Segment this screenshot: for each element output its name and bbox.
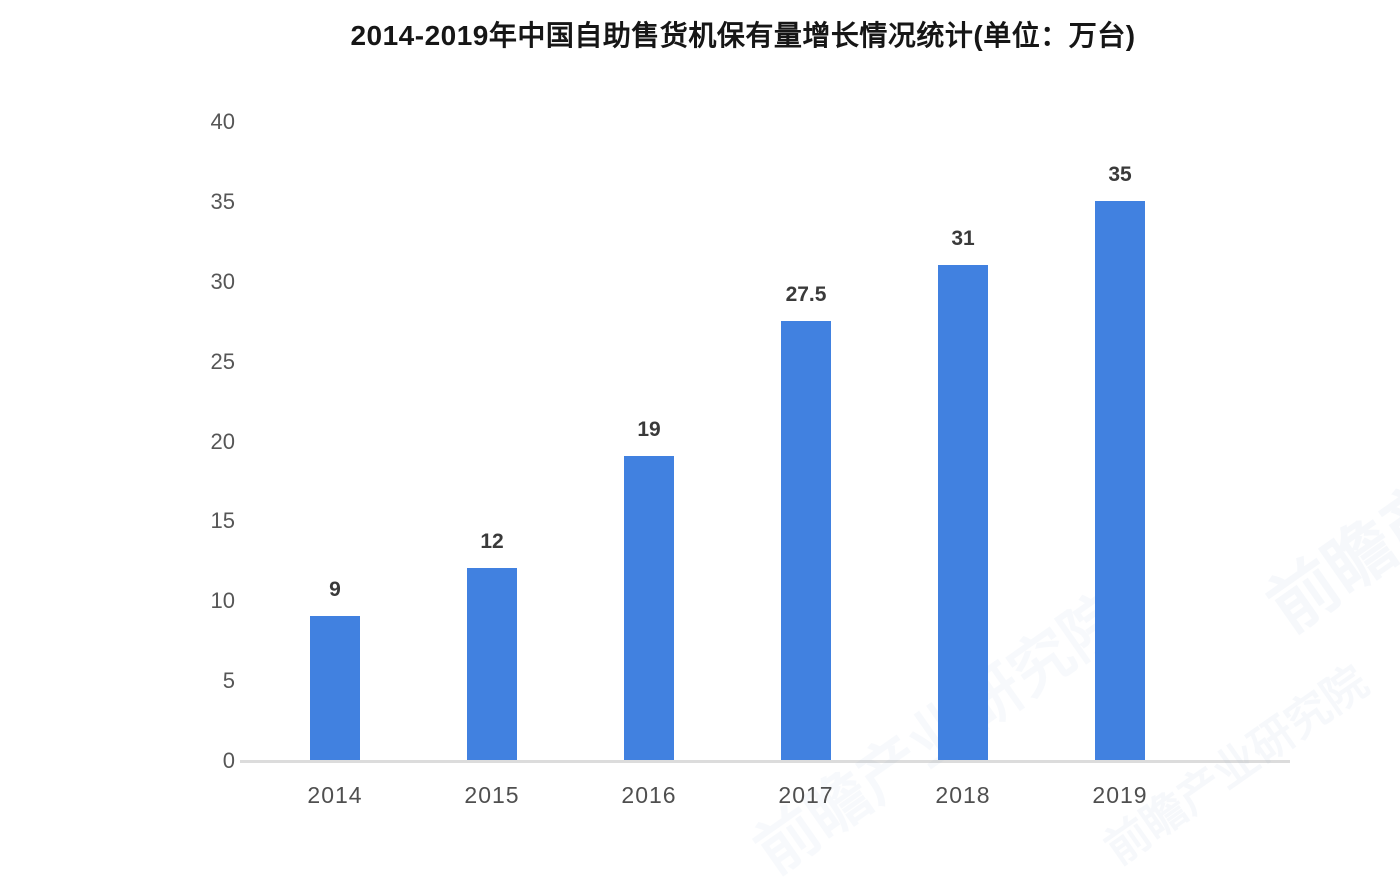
watermark-text: 前瞻产业研究院 [1254, 311, 1400, 647]
bar-2017 [781, 320, 831, 760]
y-tick-label: 40 [210, 109, 235, 134]
y-tick-label: 0 [222, 748, 235, 773]
x-tick-label: 2018 [935, 782, 991, 808]
chart-title: 2014-2019年中国自助售货机保有量增长情况统计(单位：万台) [350, 20, 1136, 51]
x-tick-label: 2019 [1092, 782, 1148, 808]
bar-chart: 2014-2019年中国自助售货机保有量增长情况统计(单位：万台) 0 5 10 15… [210, 20, 1400, 887]
x-axis: 2014 2015 2016 2017 2018 2019 [240, 766, 1290, 816]
x-tick-label: 2014 [307, 782, 363, 808]
x-tick-label: 2016 [621, 782, 677, 808]
bar-value-label: 35 [1108, 162, 1132, 186]
bar-value-label: 31 [951, 226, 975, 250]
bar-value-label: 12 [480, 530, 504, 554]
bar-value-label: 9 [329, 578, 341, 602]
y-tick-label: 30 [210, 268, 235, 294]
bar-2014 [310, 616, 360, 760]
bar-2015 [467, 568, 517, 760]
x-tick-label: 2017 [778, 782, 834, 808]
x-tick-label: 2015 [464, 782, 520, 808]
y-tick-label: 20 [210, 428, 235, 454]
y-tick-label: 5 [222, 668, 235, 694]
y-tick-label: 25 [210, 348, 235, 374]
bar-value-label: 27.5 [785, 282, 827, 306]
y-tick-label: 10 [210, 588, 235, 614]
bar-2018 [938, 264, 988, 760]
bar-value-label: 19 [637, 418, 661, 442]
y-tick-label: 35 [210, 188, 235, 214]
y-tick-label: 15 [210, 508, 235, 534]
bar-2016 [624, 456, 674, 760]
bar-2019 [1095, 200, 1145, 760]
